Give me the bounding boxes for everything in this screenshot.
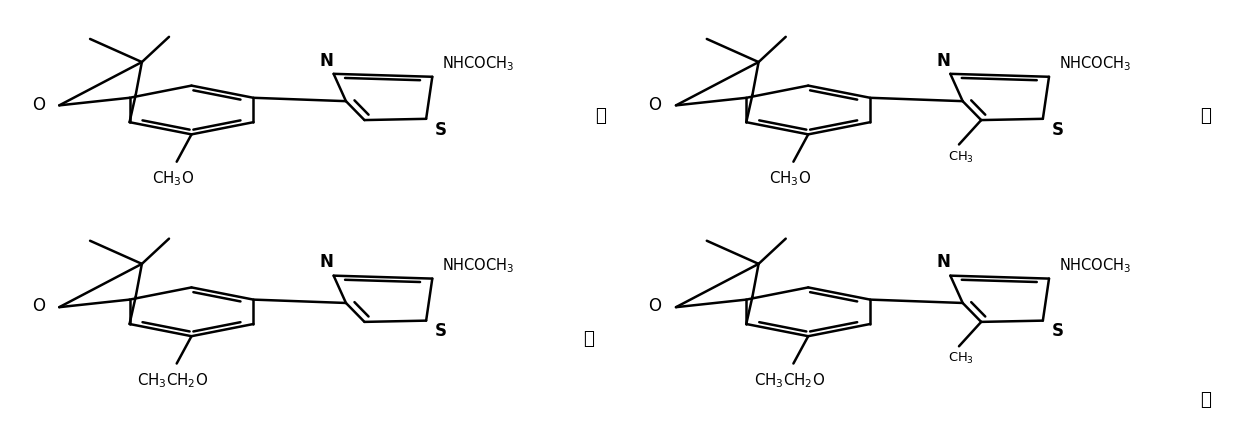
Text: O: O <box>32 95 45 113</box>
Text: CH$_3$O: CH$_3$O <box>768 169 810 188</box>
Text: N: N <box>320 52 333 69</box>
Text: CH$_3$CH$_2$O: CH$_3$CH$_2$O <box>138 371 208 390</box>
Text: CH$_3$CH$_2$O: CH$_3$CH$_2$O <box>755 371 825 390</box>
Text: S: S <box>435 322 447 340</box>
Text: 、: 、 <box>596 107 607 125</box>
Text: CH$_3$: CH$_3$ <box>949 150 974 164</box>
Text: S: S <box>1052 121 1063 138</box>
Text: S: S <box>435 121 447 138</box>
Text: CH$_3$: CH$_3$ <box>949 351 974 366</box>
Text: 、: 、 <box>1199 107 1211 125</box>
Text: N: N <box>320 253 333 271</box>
Text: N: N <box>935 253 950 271</box>
Text: O: O <box>32 297 45 315</box>
Text: NHCOCH$_3$: NHCOCH$_3$ <box>442 55 514 73</box>
Text: CH$_3$O: CH$_3$O <box>152 169 195 188</box>
Text: 。: 。 <box>1199 391 1211 409</box>
Text: NHCOCH$_3$: NHCOCH$_3$ <box>1059 256 1131 275</box>
Text: NHCOCH$_3$: NHCOCH$_3$ <box>442 256 514 275</box>
Text: S: S <box>1052 322 1063 340</box>
Text: N: N <box>935 52 950 69</box>
Text: O: O <box>648 297 662 315</box>
Text: 或: 或 <box>584 330 595 348</box>
Text: NHCOCH$_3$: NHCOCH$_3$ <box>1059 55 1131 73</box>
Text: O: O <box>648 95 662 113</box>
